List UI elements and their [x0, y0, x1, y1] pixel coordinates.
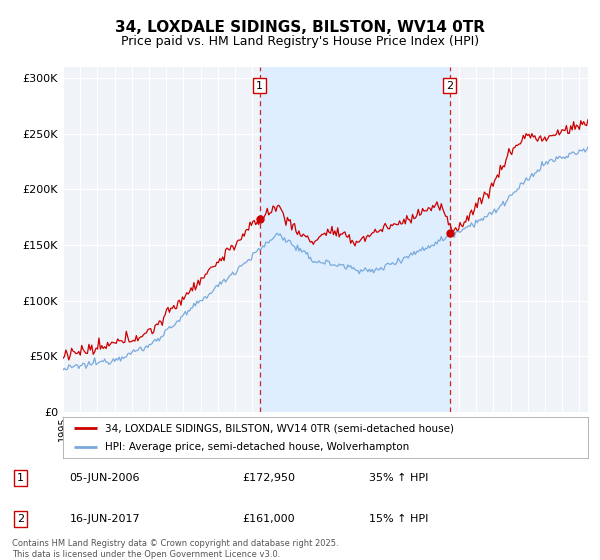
Text: 1: 1	[256, 81, 263, 91]
Bar	[260, 67, 449, 412]
Text: £172,950: £172,950	[242, 473, 295, 483]
Text: 1: 1	[17, 473, 24, 483]
Text: 35% ↑ HPI: 35% ↑ HPI	[369, 473, 428, 483]
Text: 34, LOXDALE SIDINGS, BILSTON, WV14 0TR: 34, LOXDALE SIDINGS, BILSTON, WV14 0TR	[115, 20, 485, 35]
Text: 2: 2	[17, 514, 24, 524]
Text: 16-JUN-2017: 16-JUN-2017	[70, 514, 140, 524]
Text: HPI: Average price, semi-detached house, Wolverhampton: HPI: Average price, semi-detached house,…	[105, 442, 409, 452]
Text: 2: 2	[446, 81, 453, 91]
Text: 05-JUN-2006: 05-JUN-2006	[70, 473, 140, 483]
Text: 34, LOXDALE SIDINGS, BILSTON, WV14 0TR (semi-detached house): 34, LOXDALE SIDINGS, BILSTON, WV14 0TR (…	[105, 423, 454, 433]
Text: £161,000: £161,000	[242, 514, 295, 524]
Text: Contains HM Land Registry data © Crown copyright and database right 2025.
This d: Contains HM Land Registry data © Crown c…	[12, 539, 338, 559]
Text: Price paid vs. HM Land Registry's House Price Index (HPI): Price paid vs. HM Land Registry's House …	[121, 35, 479, 48]
Text: 15% ↑ HPI: 15% ↑ HPI	[369, 514, 428, 524]
